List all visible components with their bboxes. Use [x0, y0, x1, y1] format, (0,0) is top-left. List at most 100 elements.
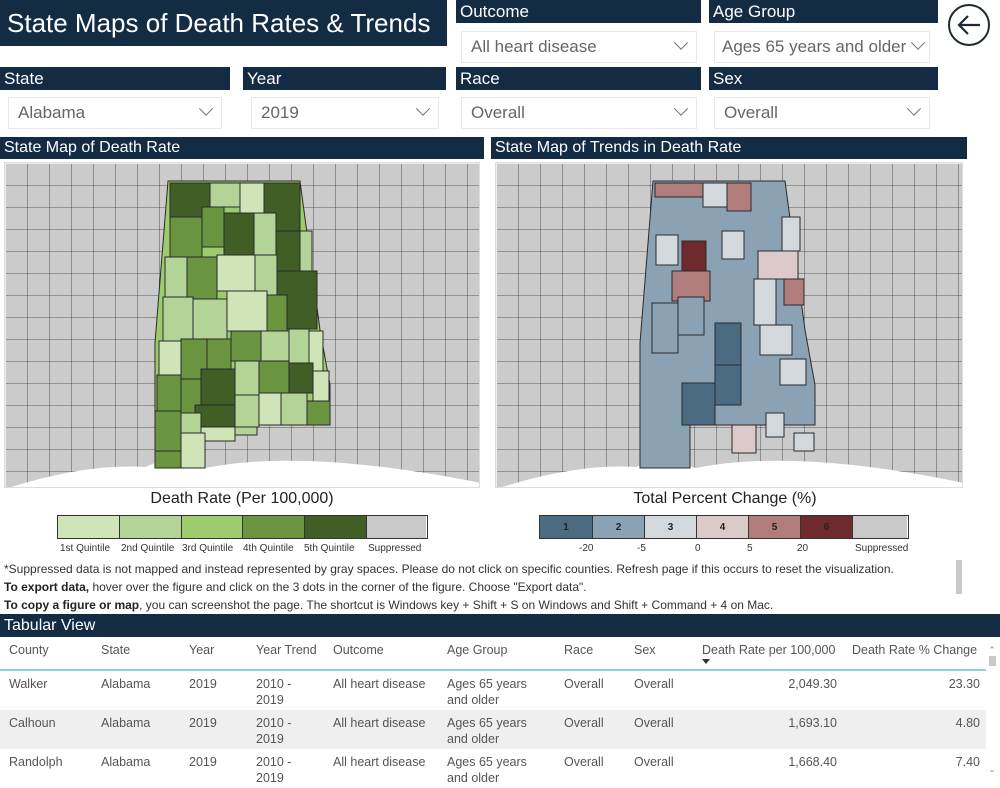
death-rate-map[interactable]: [4, 162, 480, 488]
trends-map-title: State Map of Trends in Death Rate: [491, 137, 967, 159]
scroll-down-icon[interactable]: ⌄: [988, 764, 996, 774]
legend-swatch-3: 3: [645, 516, 697, 538]
year-value: 2019: [261, 103, 299, 122]
col-county[interactable]: County: [0, 638, 92, 671]
table-row: Walker Alabama 2019 2010 - 2019 All hear…: [0, 670, 986, 710]
cell-year-trend: 2010 - 2019: [256, 677, 292, 707]
chevron-down-icon: [673, 101, 689, 116]
legend-label: 1st Quintile: [60, 543, 111, 554]
cell-state: Alabama: [101, 677, 151, 691]
race-label: Race: [456, 67, 701, 90]
col-sex[interactable]: Sex: [625, 638, 693, 671]
copy-note-text: , you can screenshot the page. The short…: [139, 598, 774, 612]
race-value: Overall: [471, 103, 525, 122]
year-label: Year: [243, 67, 446, 90]
cell-year-trend: 2010 - 2019: [247, 710, 324, 749]
legend-tick: 5: [747, 543, 753, 554]
sort-desc-icon: [702, 659, 710, 664]
cell-state: Alabama: [92, 710, 180, 749]
legend-label: 3rd Quintile: [182, 543, 234, 554]
legend-label: 4th Quintile: [243, 543, 294, 554]
chevron-down-icon: [910, 35, 926, 50]
cell-outcome: All heart disease: [333, 677, 426, 691]
age-group-value: Ages 65 years and older: [722, 37, 907, 56]
age-group-label: Age Group: [709, 0, 938, 23]
table-scrollbar[interactable]: ⌃ ⌄: [987, 645, 997, 775]
alabama-death-rate-map[interactable]: [5, 163, 480, 488]
copy-note-bold: To copy a figure or map: [4, 598, 140, 612]
alabama-trends-map[interactable]: [496, 163, 963, 488]
cell-race: Overall: [564, 755, 604, 769]
legend-swatch-q5: [305, 516, 367, 538]
back-button[interactable]: [948, 4, 990, 46]
cell-race: Overall: [555, 710, 625, 749]
legend-tick: -5: [637, 543, 646, 554]
trends-legend: 1 2 3 4 5 6: [539, 515, 909, 539]
page-title: State Maps of Death Rates & Trends: [0, 0, 447, 46]
notes: *Suppressed data is not mapped and inste…: [4, 560, 954, 614]
cell-death-rate: 2,049.30: [788, 677, 837, 691]
trends-legend-title: Total Percent Change (%): [633, 490, 817, 507]
col-year-trend[interactable]: Year Trend: [247, 638, 324, 671]
legend-tick: 0: [695, 543, 701, 554]
cell-sex: Overall: [634, 755, 674, 769]
export-note-bold: To export data,: [4, 580, 90, 594]
sex-label: Sex: [709, 67, 938, 90]
sex-dropdown[interactable]: Overall: [714, 97, 930, 129]
col-state[interactable]: State: [92, 638, 180, 671]
col-death-rate-change[interactable]: Death Rate % Change: [843, 638, 986, 671]
death-rate-legend-labels: 1st Quintile 2nd Quintile 3rd Quintile 4…: [60, 543, 430, 554]
col-age-group[interactable]: Age Group: [438, 638, 555, 671]
state-label: State: [0, 67, 230, 90]
cell-year: 2019: [189, 677, 217, 691]
legend-tick: Suppressed: [855, 543, 909, 554]
cell-outcome: All heart disease: [333, 755, 426, 769]
scroll-thumb[interactable]: [988, 656, 996, 666]
cell-year: 2019: [180, 710, 247, 749]
legend-tick: 20: [797, 543, 809, 554]
legend-swatch-q1: [58, 516, 120, 538]
export-note: To export data, hover over the figure an…: [4, 578, 954, 596]
cell-death-rate: 1,693.10: [693, 710, 843, 749]
cell-county: Walker: [9, 677, 48, 691]
outcome-dropdown[interactable]: All heart disease: [461, 31, 697, 63]
legend-swatch-2: 2: [593, 516, 645, 538]
cell-outcome: All heart disease: [324, 710, 438, 749]
copy-note: To copy a figure or map, you can screens…: [4, 596, 954, 614]
cell-year-trend: 2010 - 2019: [256, 755, 292, 785]
legend-swatch-4: 4: [697, 516, 749, 538]
outcome-label: Outcome: [456, 0, 701, 23]
legend-swatch-q2: [120, 516, 182, 538]
legend-swatch-suppressed: [367, 516, 426, 538]
cell-state: Alabama: [101, 755, 151, 769]
legend-swatch-5: 5: [749, 516, 801, 538]
arrow-left-icon: [957, 15, 980, 35]
cell-death-rate-change: 23.30: [948, 677, 980, 691]
cell-sex: Overall: [634, 677, 674, 691]
col-year[interactable]: Year: [180, 638, 247, 671]
cell-age-group: Ages 65 years and older: [438, 710, 555, 749]
chevron-down-icon: [906, 101, 922, 116]
cell-race: Overall: [564, 677, 604, 691]
notes-scrollbar[interactable]: [956, 560, 962, 594]
cell-county: Calhoun: [0, 710, 92, 749]
legend-swatch-q3: [182, 516, 243, 538]
race-dropdown[interactable]: Overall: [461, 97, 697, 129]
age-group-dropdown[interactable]: Ages 65 years and older: [714, 31, 930, 63]
legend-swatch-q4: [243, 516, 305, 538]
col-race[interactable]: Race: [555, 638, 625, 671]
cell-year: 2019: [189, 755, 217, 769]
legend-label: Suppressed: [368, 543, 422, 554]
col-outcome[interactable]: Outcome: [324, 638, 438, 671]
col-death-rate[interactable]: Death Rate per 100,000: [693, 638, 843, 671]
suppressed-note: *Suppressed data is not mapped and inste…: [4, 562, 894, 576]
chevron-down-icon: [198, 101, 214, 116]
tabular-view-title: Tabular View: [0, 614, 1000, 637]
state-dropdown[interactable]: Alabama: [8, 97, 222, 129]
scroll-up-icon[interactable]: ⌃: [988, 645, 996, 655]
export-note-text: hover over the figure and click on the 3…: [89, 580, 587, 594]
year-dropdown[interactable]: 2019: [251, 97, 439, 129]
cell-age-group: Ages 65 years and older: [447, 755, 527, 785]
trends-map[interactable]: [495, 162, 963, 488]
table-header-row: County State Year Year Trend Outcome Age…: [0, 638, 986, 671]
